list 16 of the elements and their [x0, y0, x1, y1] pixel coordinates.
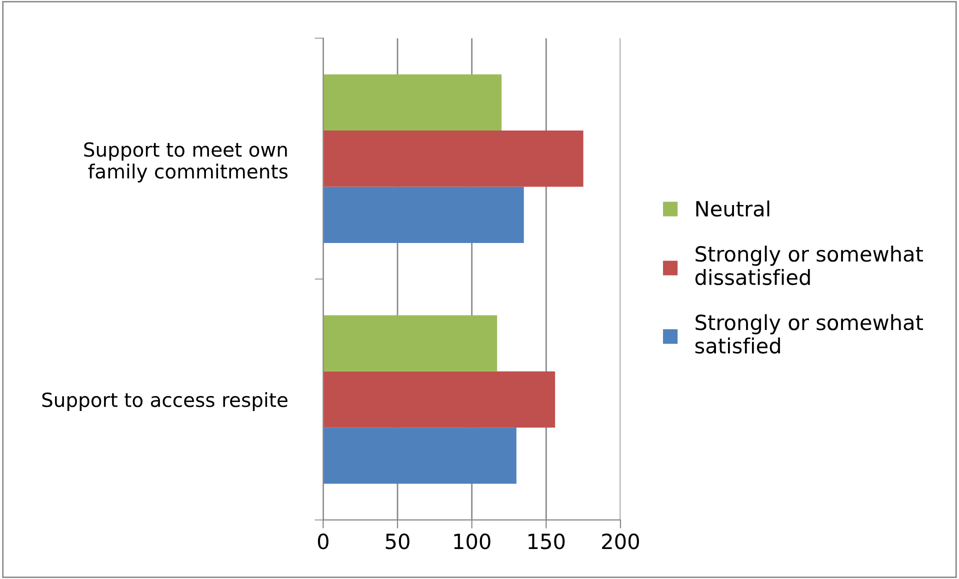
y-tick-label: Support to meet own family commitments [84, 142, 288, 182]
x-tick-label: 50 [386, 534, 410, 550]
x-tick-label: 100 [454, 534, 490, 550]
bar [323, 186, 524, 243]
x-tick-label: 200 [602, 534, 639, 550]
bar [323, 315, 498, 372]
x-tick-label: 150 [528, 534, 565, 550]
legend-label: Neutral [696, 200, 770, 217]
y-tick-label: Support to access respite [42, 392, 288, 411]
bar [323, 428, 516, 484]
bar [323, 74, 502, 131]
bar [323, 371, 556, 428]
bar [323, 130, 584, 187]
legend-label: Strongly or somewhat satisfied [695, 314, 923, 354]
legend-label: Strongly or somewhat dissatisfied [695, 246, 923, 286]
x-tick-label: 0 [318, 534, 328, 550]
